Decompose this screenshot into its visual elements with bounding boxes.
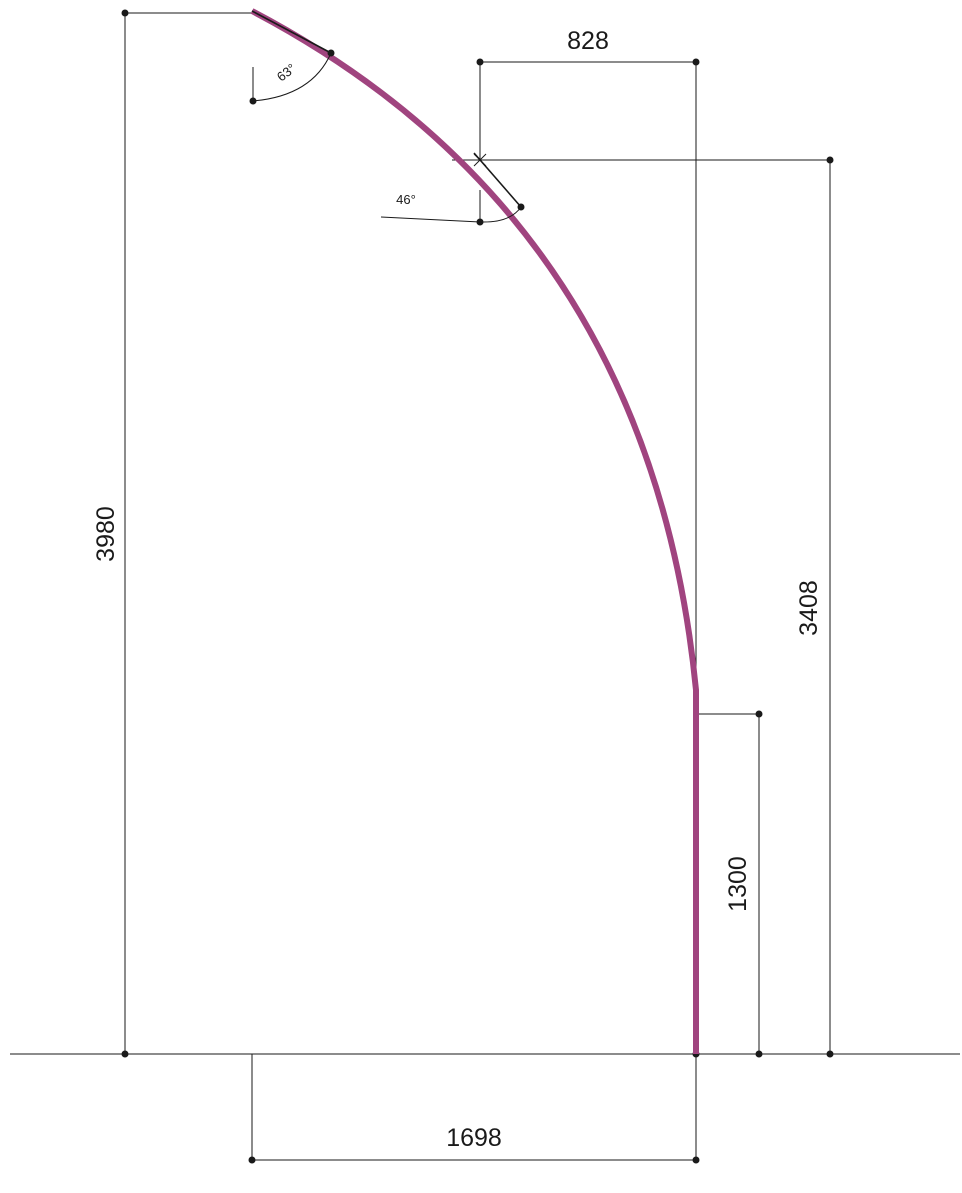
curved-profile [250, 8, 699, 1054]
dimension-straight-height: 1300 [692, 710, 763, 1058]
dimension-top-width: 828 [476, 27, 700, 714]
angle-top: 63° [249, 10, 335, 105]
dimension-total-height: 3980 [92, 9, 252, 1058]
total-height-label: 3980 [92, 506, 120, 562]
mid-angle-label: 46° [396, 192, 416, 207]
top-width-label: 828 [567, 27, 609, 55]
upper-height-label: 3408 [795, 580, 823, 636]
dimension-upper-height: 3408 [452, 156, 834, 1058]
base-width-label: 1698 [446, 1124, 502, 1152]
dimension-base-width: 1698 [248, 1054, 700, 1164]
angle-mid: 46° [380, 152, 525, 226]
top-angle-label: 63° [274, 60, 299, 84]
straight-height-label: 1300 [724, 856, 752, 912]
